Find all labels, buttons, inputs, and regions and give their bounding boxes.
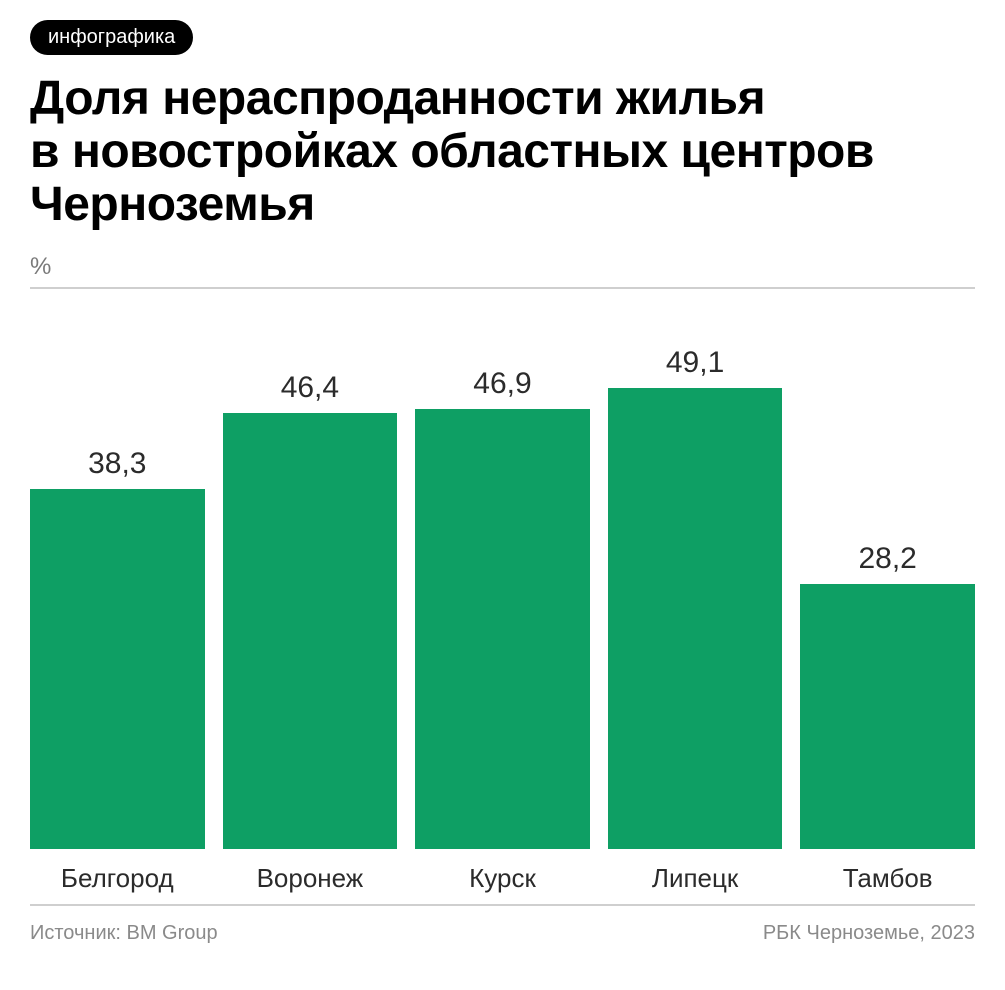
x-axis-label: Воронеж	[223, 863, 398, 894]
chart-area: 38,3 46,4 46,9 49,1 28,2 Белгород Вороне…	[30, 329, 975, 894]
x-axis-label: Курск	[415, 863, 590, 894]
top-divider	[30, 287, 975, 289]
bar-column: 38,3	[30, 329, 205, 849]
bar	[415, 409, 590, 850]
y-axis-label: %	[30, 253, 975, 281]
bar-column: 46,4	[223, 329, 398, 849]
bar	[608, 388, 783, 850]
source-text: Источник: BM Group	[30, 922, 218, 945]
bar-column: 46,9	[415, 329, 590, 849]
category-badge: инфографика	[30, 20, 193, 55]
bar-value-label: 46,9	[415, 367, 590, 401]
bar-value-label: 38,3	[30, 447, 205, 481]
bar-column: 28,2	[800, 329, 975, 849]
bar-value-label: 46,4	[223, 371, 398, 405]
bar-column: 49,1	[608, 329, 783, 849]
x-axis-label: Белгород	[30, 863, 205, 894]
bar-chart: 38,3 46,4 46,9 49,1 28,2	[30, 329, 975, 849]
bar-value-label: 28,2	[800, 542, 975, 576]
bottom-divider	[30, 904, 975, 906]
bar	[30, 489, 205, 849]
attribution-text: РБК Черноземье, 2023	[763, 922, 975, 945]
x-axis-label: Тамбов	[800, 863, 975, 894]
footer: Источник: BM Group РБК Черноземье, 2023	[30, 922, 975, 945]
bar	[800, 584, 975, 849]
x-axis-label: Липецк	[608, 863, 783, 894]
bar-value-label: 49,1	[608, 346, 783, 380]
chart-title: Доля нераспроданности жилья в новостройк…	[30, 73, 975, 231]
bar	[223, 413, 398, 849]
x-axis-labels: Белгород Воронеж Курск Липецк Тамбов	[30, 863, 975, 894]
